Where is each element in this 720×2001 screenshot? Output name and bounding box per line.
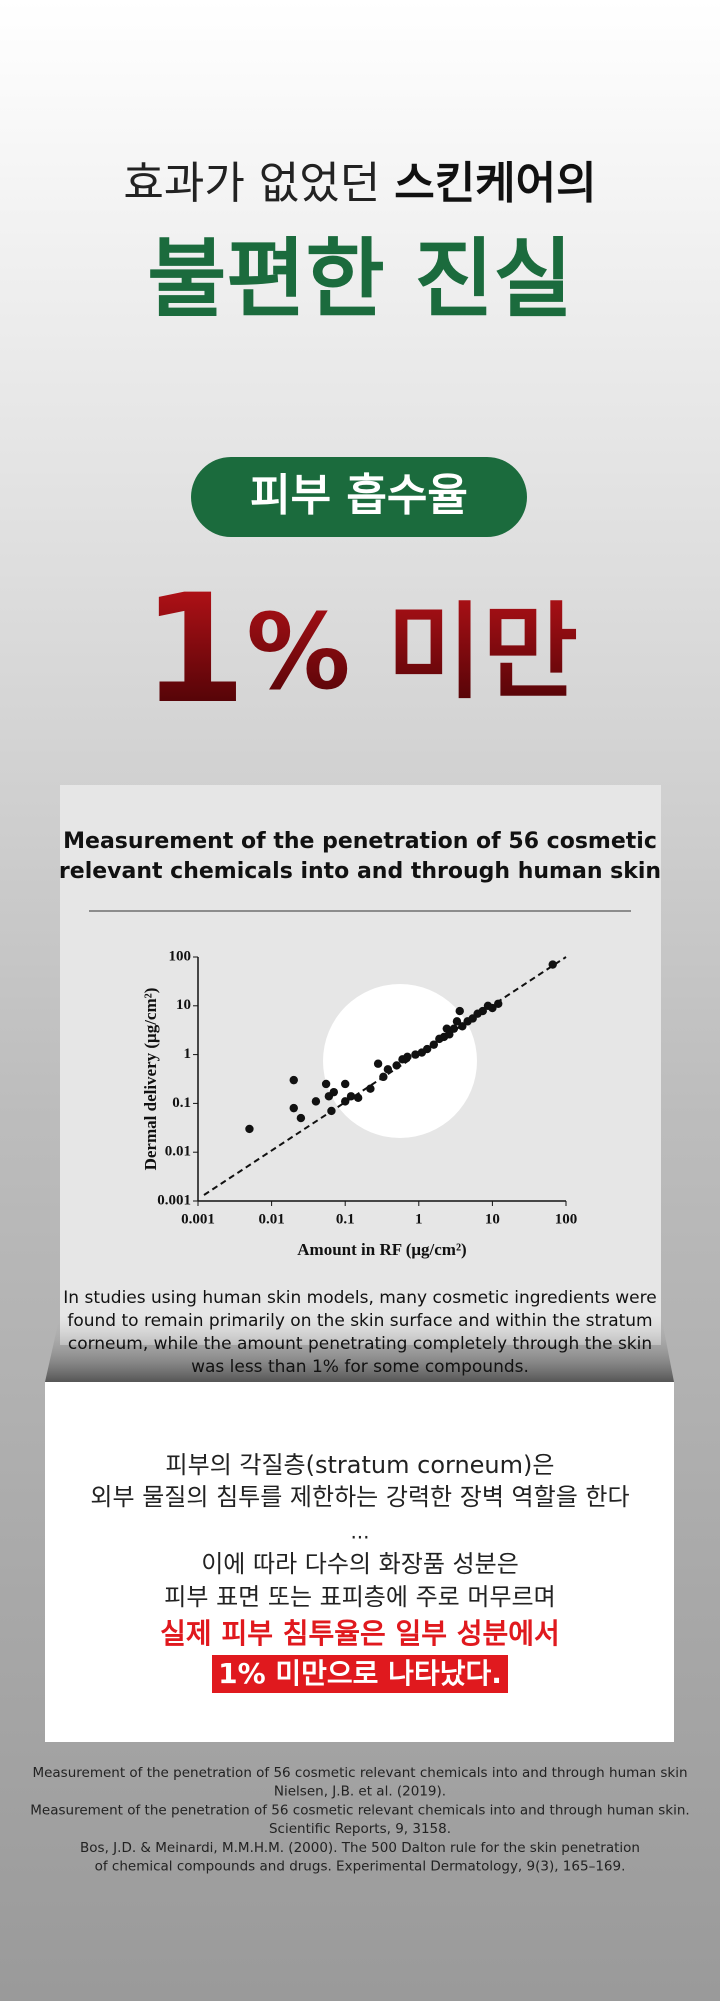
x-tick-label: 1 <box>415 1211 423 1227</box>
x-tick-label: 0.01 <box>258 1211 284 1227</box>
point <box>452 1017 462 1026</box>
point <box>458 1022 467 1031</box>
caption: found to remain primarily on the skin su… <box>67 1311 652 1331</box>
point <box>289 1103 298 1113</box>
x-tick-label: 10 <box>485 1211 500 1227</box>
reference: Measurement of the penetration of 56 cos… <box>32 1765 687 1781</box>
summary-line: 피부의 각질층(stratum corneum)은 <box>166 1451 555 1479</box>
headline-1: 효과가 없었던 스킨케어의 <box>123 158 596 209</box>
point <box>289 1075 298 1085</box>
reference: Scientific Reports, 9, 3158. <box>269 1821 451 1837</box>
summary-line: 피부 표면 또는 표피층에 주로 머무르며 <box>164 1583 555 1611</box>
point <box>296 1113 306 1123</box>
point <box>422 1044 432 1054</box>
badge-bg <box>191 457 527 537</box>
y-tick-label: 0.1 <box>172 1095 191 1111</box>
headline-2: 불편한 진실 <box>147 229 573 329</box>
point <box>327 1106 336 1116</box>
point <box>245 1124 254 1134</box>
summary-line: 이에 따라 다수의 화장품 성분은 <box>201 1550 519 1578</box>
point <box>379 1072 388 1082</box>
headline-normal: 효과가 없었던 <box>123 158 394 209</box>
big-number: 1 <box>142 563 246 737</box>
y-tick-label: 10 <box>176 997 191 1013</box>
big-stat: 1% 미만 <box>142 563 578 737</box>
point <box>403 1052 412 1062</box>
summary-highlight: 1% 미만으로 나타났다. <box>218 1657 502 1690</box>
card-title: Measurement of the penetration of 56 cos… <box>63 829 657 854</box>
x-axis-label: Amount in RF (μg/cm²) <box>297 1240 466 1259</box>
caption: corneum, while the amount penetrating co… <box>68 1334 652 1354</box>
y-tick-label: 0.01 <box>165 1144 191 1160</box>
y-tick-label: 100 <box>169 948 192 964</box>
headline-bold: 스킨케어의 <box>394 158 596 209</box>
reference: Measurement of the penetration of 56 cos… <box>30 1802 689 1818</box>
summary-line: ... <box>350 1520 369 1544</box>
point <box>311 1097 321 1106</box>
x-tick-label: 100 <box>555 1211 578 1227</box>
point <box>373 1059 383 1068</box>
big-rest: % 미만 <box>246 591 578 713</box>
point <box>346 1092 356 1101</box>
point <box>445 1030 454 1039</box>
point <box>411 1050 420 1059</box>
point <box>321 1079 331 1089</box>
card-shadow <box>45 1315 674 1382</box>
point <box>392 1061 401 1070</box>
y-tick-label: 1 <box>184 1046 192 1062</box>
x-tick-label: 0.001 <box>181 1211 215 1227</box>
point <box>329 1087 338 1097</box>
point <box>353 1093 363 1103</box>
caption: In studies using human skin models, many… <box>63 1288 656 1308</box>
y-axis-label: Dermal delivery (μg/cm²) <box>141 988 160 1171</box>
summary-line: 외부 물질의 침투를 제한하는 강력한 장벽 역할을 한다 <box>90 1483 629 1511</box>
point <box>341 1097 350 1106</box>
caption: was less than 1% for some compounds. <box>191 1357 529 1377</box>
references: Measurement of the penetration of 56 cos… <box>30 1765 689 1875</box>
summary-emphasis: 실제 피부 침투율은 일부 성분에서 <box>160 1617 560 1650</box>
point <box>548 960 557 969</box>
reference: Nielsen, J.B. et al. (2019). <box>274 1784 446 1800</box>
reference: of chemical compounds and drugs. Experim… <box>95 1859 626 1875</box>
reference: Bos, J.D. & Meinardi, M.M.H.M. (2000). T… <box>80 1840 640 1856</box>
point <box>449 1024 459 1033</box>
identity-line <box>203 956 567 1196</box>
point <box>455 1006 464 1016</box>
point <box>383 1065 393 1074</box>
badge: 피부 흡수율 <box>250 470 468 521</box>
x-tick-label: 0.1 <box>336 1211 355 1227</box>
point <box>478 1006 487 1016</box>
scatter-chart: 0.001 0.01 0.1 1 10 100 0.001 0.01 0.1 1 10 100 Amou… <box>141 948 577 1258</box>
highlight-bg <box>212 1655 508 1693</box>
point <box>488 1003 497 1013</box>
y-tick-label: 0.001 <box>157 1192 191 1208</box>
point <box>366 1084 375 1093</box>
card-title: relevant chemicals into and through huma… <box>59 859 661 884</box>
point <box>494 999 503 1008</box>
point <box>429 1040 439 1049</box>
point <box>341 1079 350 1089</box>
